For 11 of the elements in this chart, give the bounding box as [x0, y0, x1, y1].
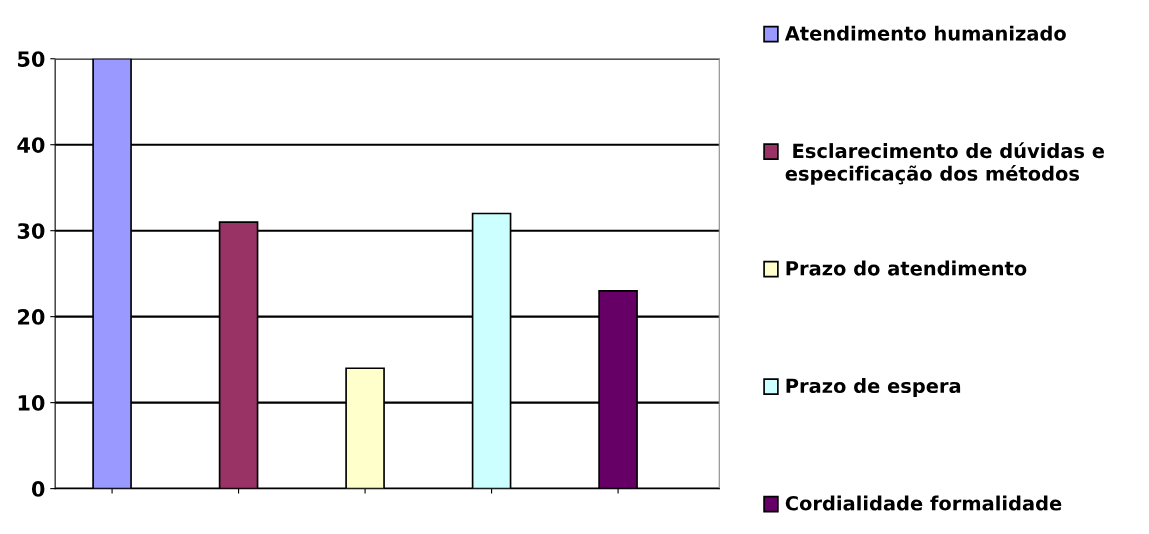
y-tick-label: 0 — [31, 481, 45, 497]
y-tick-label: 50 — [18, 51, 45, 67]
y-tick-label: 40 — [17, 137, 45, 153]
legend-label: Prazo do atendimento — [786, 260, 1027, 276]
y-tick-label: 30 — [17, 223, 45, 239]
legend-label: Cordialidade formalidade — [785, 495, 1062, 511]
legend-label: Atendimento humanizado — [784, 25, 1066, 41]
legend-label: Esclarecimento de dúvidas e especificação dos métodos — [785, 142, 1104, 185]
y-tick-label: 10 — [18, 395, 45, 411]
legend-label: Prazo de espera — [786, 378, 961, 397]
y-tick-label: 20 — [18, 309, 45, 325]
